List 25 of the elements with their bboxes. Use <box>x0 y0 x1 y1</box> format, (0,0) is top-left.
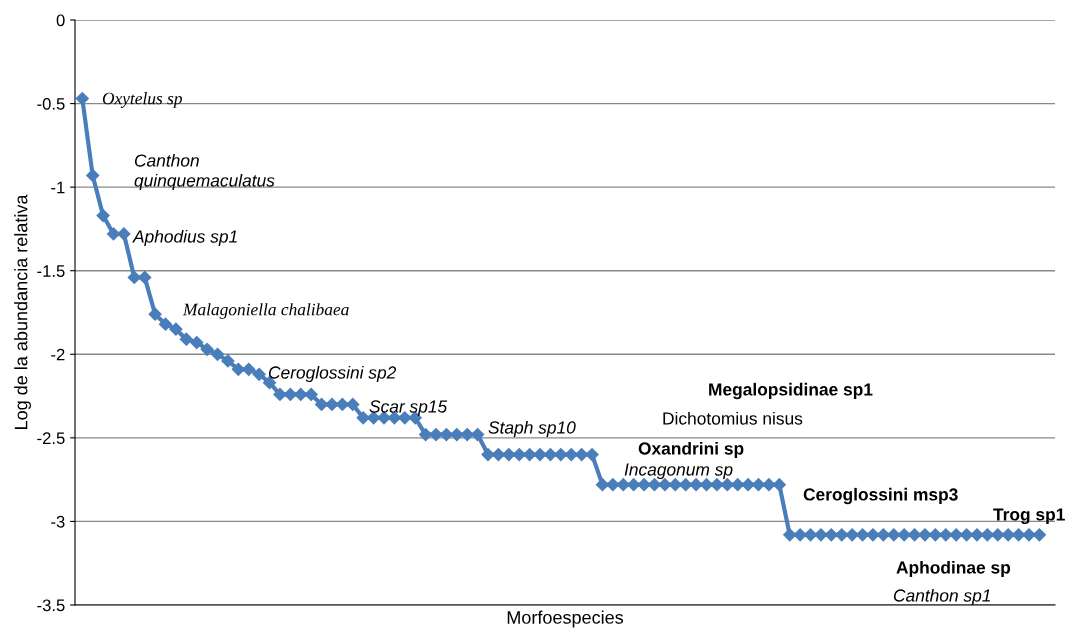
y-tick-label: -1 <box>51 181 65 194</box>
annotation: Canthon quinquemaculatus <box>134 153 275 191</box>
y-tick-label: -3.5 <box>37 599 65 612</box>
y-axis-title: Log de la abundancia relativa <box>14 194 32 429</box>
y-tick-label: -2.5 <box>37 432 65 445</box>
y-tick-label: -1.5 <box>37 265 65 277</box>
annotation: Ceroglossini sp2 <box>268 365 397 383</box>
x-axis-title: Morfoespecies <box>507 610 624 628</box>
annotation: Megalopsidinae sp1 <box>709 382 873 400</box>
annotation: Aphodius sp1 <box>132 229 237 247</box>
annotation: Oxandrini sp <box>638 441 744 459</box>
annotation: Oxytelus sp <box>102 92 182 108</box>
annotation: Canthon sp1 <box>893 588 990 606</box>
y-tick-label: -3 <box>51 515 65 528</box>
annotation: Malagoniella chalibaea <box>182 303 349 319</box>
annotation: Scar sp15 <box>369 400 448 417</box>
y-tick-label: -2 <box>51 348 65 361</box>
y-tick-label: -0.5 <box>37 97 65 110</box>
y-tick-label: 0 <box>56 14 65 27</box>
annotation: Trog sp1 <box>993 508 1065 525</box>
annotation: Ceroglossini msp3 <box>803 487 958 505</box>
annotation: Aphodinae sp <box>896 560 1011 578</box>
annotation: Staph sp10 <box>488 420 576 438</box>
annotation: Incagonum sp <box>624 463 733 480</box>
annotation: Dichotomius nisus <box>663 411 803 425</box>
